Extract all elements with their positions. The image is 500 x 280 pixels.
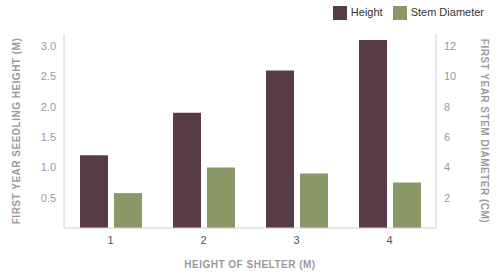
svg-text:2.0: 2.0 [41, 101, 56, 113]
svg-text:4: 4 [444, 161, 450, 173]
svg-text:0.5: 0.5 [41, 192, 56, 204]
svg-text:2.5: 2.5 [41, 70, 56, 82]
svg-text:2: 2 [200, 234, 206, 246]
svg-text:12: 12 [444, 40, 456, 52]
svg-text:4: 4 [386, 234, 392, 246]
svg-text:FIRST YEAR STEM DIAMETER (CM): FIRST YEAR STEM DIAMETER (CM) [479, 39, 490, 223]
svg-text:3: 3 [293, 234, 299, 246]
svg-text:FIRST YEAR SEEDLING HEIGHT (M): FIRST YEAR SEEDLING HEIGHT (M) [11, 38, 22, 225]
svg-text:1.0: 1.0 [41, 161, 56, 173]
svg-text:1: 1 [107, 234, 113, 246]
svg-text:8: 8 [444, 101, 450, 113]
svg-text:HEIGHT OF SHELTER (M): HEIGHT OF SHELTER (M) [184, 259, 315, 270]
svg-text:1.5: 1.5 [41, 131, 56, 143]
html-text:Height: Height [350, 6, 383, 18]
html-text:Stem Diameter: Stem Diameter [410, 6, 484, 18]
svg-text:6: 6 [444, 131, 450, 143]
svg-text:10: 10 [444, 70, 456, 82]
svg-text:3.0: 3.0 [41, 40, 56, 52]
svg-text:2: 2 [444, 192, 450, 204]
